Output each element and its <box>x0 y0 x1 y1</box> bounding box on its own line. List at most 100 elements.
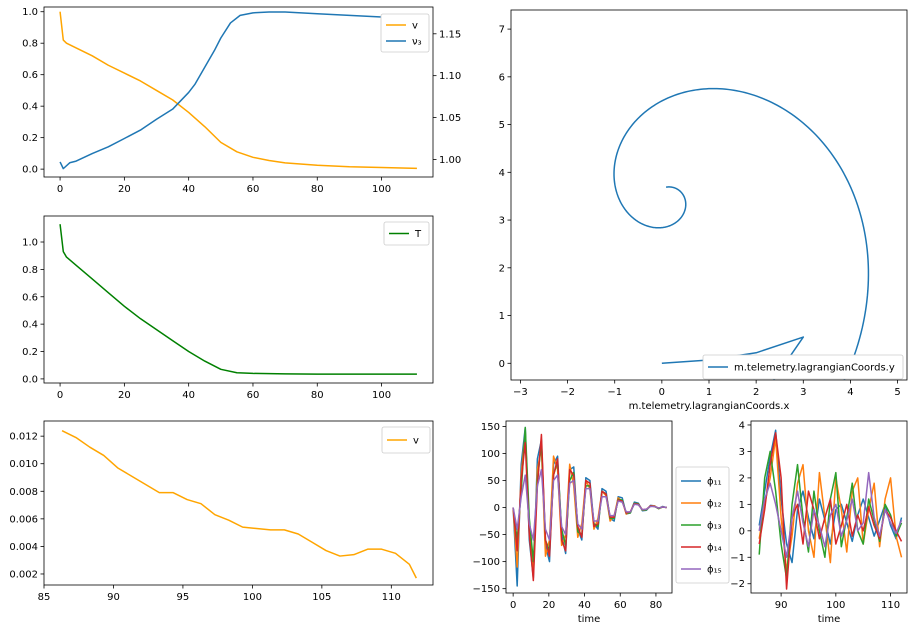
p2-ytick-label: 0.4 <box>22 320 38 331</box>
p2-ytick-label: 0.8 <box>22 265 38 276</box>
p5-xtick-label: 40 <box>578 600 591 611</box>
p2-panel: 0 20 40 60 80 100 0.0 0.2 0.4 0.6 0.8 1.0 T <box>22 215 434 401</box>
p1-y2tick-label: 1.05 <box>439 113 461 124</box>
p2-ytick-label: 0.2 <box>22 347 38 358</box>
p1-xtick-label: 100 <box>372 184 391 195</box>
p1-legend <box>380 13 430 53</box>
p2-xtick-label: 20 <box>118 390 131 401</box>
p2-xtick-label: 80 <box>311 390 324 401</box>
p2-series-group <box>59 224 417 375</box>
p4-ytick-label: 6 <box>499 72 505 83</box>
p6-ytick-label: 3 <box>739 447 745 458</box>
p6-xtick-label: 90 <box>775 600 788 611</box>
p1-axes-frame <box>43 6 434 178</box>
p3-series-group <box>61 429 417 579</box>
p5-xtick-label: 80 <box>650 600 663 611</box>
p5-ytick-label: −100 <box>473 557 500 568</box>
p1-xtick-label: 80 <box>311 184 324 195</box>
p5-ytick-label: 50 <box>487 476 500 487</box>
p4-xtick-label: −2 <box>560 387 575 398</box>
p5-legend-label: ϕ₁₁ <box>707 477 722 488</box>
p5-xtick-label: 20 <box>542 600 555 611</box>
p5-legend-label: ϕ₁₄ <box>707 543 722 554</box>
p3-series-line <box>61 429 417 579</box>
p6-ytick-label: 4 <box>739 420 745 431</box>
p4-panel: −3 −2 −1 0 1 2 3 4 5 0 1 2 3 4 5 6 7 m.telemetry.lagrangi… <box>499 9 908 412</box>
p6-panel: 90 100 110 −2 −1 0 1 2 3 4 time <box>730 420 908 625</box>
p5-x-axis-label: time <box>578 614 601 624</box>
p4-xtick-label: 0 <box>659 387 665 398</box>
p4-axes-frame <box>510 9 908 381</box>
p6-series-line <box>758 432 903 590</box>
p6-ytick-label: −1 <box>730 553 745 564</box>
p5-legend-label: ϕ₁₂ <box>707 499 722 510</box>
p1-xtick-label: 20 <box>118 184 131 195</box>
p4-series-group <box>613 87 870 380</box>
p1-ytick-label: 0.4 <box>22 102 38 113</box>
p4-ytick-label: 5 <box>499 120 505 131</box>
p4-series-line <box>613 87 870 380</box>
p1-xtick-label: 40 <box>182 184 195 195</box>
p1-ytick-label: 0.0 <box>22 165 38 176</box>
p4-xtick-label: −1 <box>607 387 622 398</box>
p5-ytick-label: 0 <box>494 503 500 514</box>
p5-legend-label: ϕ₁₅ <box>707 565 722 576</box>
p2-xtick-label: 40 <box>182 390 195 401</box>
p1-series-group <box>59 11 417 170</box>
p5-xtick-label: 60 <box>614 600 627 611</box>
p3-ytick-label: 0.006 <box>9 514 38 525</box>
p1-ytick-label: 0.2 <box>22 133 38 144</box>
p4-legend-label: m.telemetry.lagrangianCoords.y <box>734 363 895 374</box>
p4-legend <box>702 354 904 380</box>
p1-legend-label: ν₃ <box>412 37 422 48</box>
p1-ytick-label: 1.0 <box>22 7 38 18</box>
p6-xtick-label: 110 <box>881 600 900 611</box>
p6-series-line <box>758 437 903 572</box>
p4-xtick-label: 3 <box>800 387 806 398</box>
p4-ytick-label: 3 <box>499 216 505 227</box>
p5-ytick-label: −150 <box>473 584 500 595</box>
p4-xtick-label: 2 <box>753 387 759 398</box>
p3-panel: 85 90 95 100 105 110 0.002 0.004 0.006 0.008 0.010… <box>9 420 434 603</box>
p5-series-group <box>512 426 667 587</box>
p1-legend-label: v <box>412 21 418 32</box>
p4-xtick-label: −3 <box>513 387 528 398</box>
p6-series-group <box>758 429 903 590</box>
p2-series-line <box>59 224 417 375</box>
p1-xtick-label: 0 <box>57 184 63 195</box>
p3-ytick-label: 0.010 <box>9 459 38 470</box>
p4-xtick-label: 1 <box>706 387 712 398</box>
p5-legend-label: ϕ₁₃ <box>707 521 722 532</box>
p3-legend-label: v <box>413 436 419 447</box>
p6-series-line <box>758 471 903 559</box>
p1-panel: 0 20 40 60 80 100 0.0 0.2 0.4 0.6 0.8 1.0 1.00 1.05 1.… <box>22 6 461 195</box>
p6-x-axis-label: time <box>818 614 841 624</box>
p3-ytick-label: 0.008 <box>9 487 38 498</box>
p5-ytick-label: 100 <box>481 449 500 460</box>
p4-ytick-label: 0 <box>499 359 505 370</box>
p3-xtick-label: 90 <box>107 592 120 603</box>
p3-xtick-label: 105 <box>312 592 331 603</box>
p1-y2tick-label: 1.15 <box>439 29 461 40</box>
p2-ytick-label: 0.6 <box>22 292 38 303</box>
p2-ytick-label: 1.0 <box>22 238 38 249</box>
p1-ytick-label: 0.8 <box>22 39 38 50</box>
p1-y2tick-label: 1.00 <box>439 155 461 166</box>
p6-ytick-label: −2 <box>730 579 745 590</box>
p6-xtick-label: 100 <box>826 600 845 611</box>
p4-xtick-label: 5 <box>894 387 900 398</box>
p3-ytick-label: 0.002 <box>9 569 38 580</box>
p3-xtick-label: 85 <box>38 592 51 603</box>
p6-ytick-label: 1 <box>739 500 745 511</box>
p5-ytick-label: −50 <box>479 530 500 541</box>
p4-ytick-label: 7 <box>499 25 505 36</box>
p1-ytick-label: 0.6 <box>22 70 38 81</box>
p2-axes-frame <box>43 215 434 384</box>
p5-legend <box>675 466 730 584</box>
p6-ytick-label: 2 <box>739 473 745 484</box>
p5-series-line <box>512 468 667 541</box>
p2-ytick-label: 0.0 <box>22 374 38 385</box>
p3-xtick-label: 110 <box>382 592 401 603</box>
p5-xtick-label: 0 <box>510 600 516 611</box>
